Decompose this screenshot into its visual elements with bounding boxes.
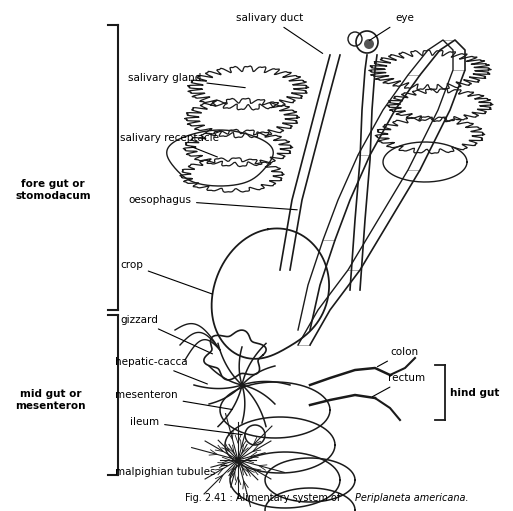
Text: rectum: rectum <box>372 373 425 397</box>
Text: salivary gland: salivary gland <box>128 73 245 88</box>
Text: fore gut or
stomodacum: fore gut or stomodacum <box>15 179 91 201</box>
Text: hind gut: hind gut <box>450 387 499 398</box>
Text: colon: colon <box>378 347 418 367</box>
Text: mesenteron: mesenteron <box>115 390 232 409</box>
Text: mid gut or
mesenteron: mid gut or mesenteron <box>15 389 86 411</box>
Text: ileum: ileum <box>130 417 242 435</box>
Text: hepatic-cacca: hepatic-cacca <box>115 357 207 384</box>
Text: malpighian tubules: malpighian tubules <box>115 466 227 477</box>
Text: Fig. 2.41 : Alimentary system of: Fig. 2.41 : Alimentary system of <box>185 493 343 503</box>
Text: salivary receptacle: salivary receptacle <box>120 133 219 157</box>
Text: gizzard: gizzard <box>120 315 212 354</box>
Text: crop: crop <box>120 260 212 294</box>
Text: Periplaneta americana.: Periplaneta americana. <box>355 493 468 503</box>
Text: oesophagus: oesophagus <box>128 195 297 210</box>
Circle shape <box>364 39 374 49</box>
Text: eye: eye <box>369 13 414 40</box>
Text: salivary duct: salivary duct <box>236 13 323 54</box>
